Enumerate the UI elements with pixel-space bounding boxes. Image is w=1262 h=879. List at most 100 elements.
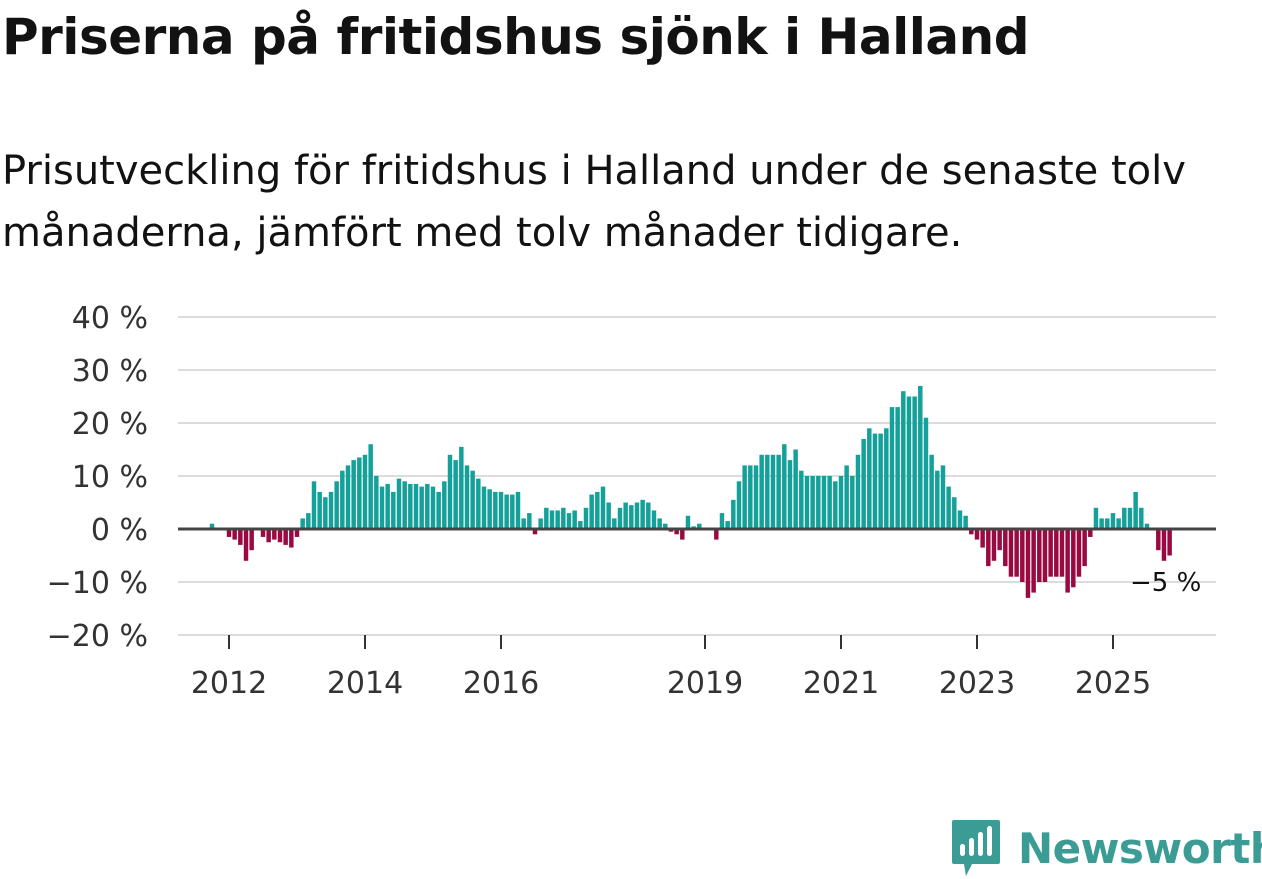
bar xyxy=(561,507,566,529)
bar xyxy=(1116,518,1121,529)
bar xyxy=(453,460,458,529)
bar xyxy=(906,396,912,529)
bar xyxy=(1037,529,1042,582)
bar xyxy=(714,529,719,540)
bar xyxy=(991,529,997,561)
bar xyxy=(1048,529,1053,577)
bar xyxy=(1082,529,1087,567)
bar xyxy=(974,529,980,540)
bar xyxy=(895,407,900,529)
bar xyxy=(402,481,407,529)
bar xyxy=(929,454,934,529)
bar xyxy=(589,494,594,529)
bar xyxy=(1003,529,1008,567)
bar xyxy=(209,523,215,529)
bar xyxy=(300,518,305,529)
bar xyxy=(884,428,889,529)
bar xyxy=(1156,529,1161,551)
bar xyxy=(804,476,810,529)
bar xyxy=(674,529,679,535)
bar xyxy=(782,444,787,529)
bar xyxy=(940,465,946,529)
bar xyxy=(464,465,470,529)
bar xyxy=(391,491,396,529)
bar xyxy=(549,510,555,529)
bar xyxy=(957,510,963,529)
bar xyxy=(510,494,515,529)
chart-subtitle: Prisutveckling för fritidshus i Halland … xyxy=(2,148,1186,256)
bar xyxy=(470,470,475,529)
bar xyxy=(283,529,288,545)
bar xyxy=(1042,529,1048,582)
bar xyxy=(317,491,322,529)
bar xyxy=(617,507,623,529)
bar xyxy=(651,510,657,529)
bar xyxy=(935,470,940,529)
bar xyxy=(663,523,668,529)
bar xyxy=(776,454,781,529)
bar xyxy=(385,483,390,529)
bar xyxy=(838,476,844,529)
last-value-annotation: −5 % xyxy=(1130,568,1201,598)
y-tick-label: 30 % xyxy=(72,354,148,389)
bar xyxy=(1127,507,1133,529)
bar xyxy=(833,481,838,529)
bar xyxy=(311,481,317,529)
bar xyxy=(765,454,770,529)
x-tick-label: 2014 xyxy=(327,666,403,701)
x-tick-label: 2019 xyxy=(667,666,743,701)
bar xyxy=(357,457,362,529)
bar xyxy=(566,513,572,529)
bar xyxy=(238,529,243,545)
bar xyxy=(629,505,634,529)
bar xyxy=(889,407,895,529)
bar xyxy=(226,529,232,537)
bar xyxy=(578,521,583,529)
bar xyxy=(544,507,549,529)
bar xyxy=(980,529,985,548)
bar xyxy=(527,513,532,529)
bar xyxy=(725,521,730,529)
bar xyxy=(646,502,651,529)
bar xyxy=(1139,507,1144,529)
bar xyxy=(1161,529,1167,561)
bar xyxy=(872,433,878,529)
bar xyxy=(1110,513,1116,529)
bar xyxy=(759,454,764,529)
bar xyxy=(504,494,509,529)
bar xyxy=(379,486,385,529)
gridlines xyxy=(178,316,1216,636)
bar xyxy=(515,491,521,529)
bar xyxy=(1071,529,1076,588)
bar xyxy=(572,510,577,529)
bar xyxy=(827,476,832,529)
bar xyxy=(249,529,254,551)
bar xyxy=(334,481,339,529)
bar xyxy=(1144,523,1150,529)
bar xyxy=(289,529,294,548)
newsworthy-logo: Newsworthy xyxy=(950,818,1262,878)
bar xyxy=(787,460,793,529)
bar xyxy=(719,513,725,529)
bar xyxy=(1167,529,1172,556)
bar xyxy=(481,486,487,529)
bar xyxy=(328,491,334,529)
bar xyxy=(1105,518,1110,529)
bar xyxy=(351,460,356,529)
bar xyxy=(867,428,872,529)
bar xyxy=(640,499,645,529)
bar xyxy=(623,502,628,529)
bar xyxy=(821,476,827,529)
bar xyxy=(1020,529,1025,582)
bar xyxy=(413,483,419,529)
bar xyxy=(810,476,815,529)
bar xyxy=(1059,529,1065,577)
bar xyxy=(425,483,430,529)
bar xyxy=(1054,529,1059,577)
x-tick-label: 2021 xyxy=(803,666,879,701)
bar xyxy=(243,529,249,561)
bar xyxy=(442,481,447,529)
bar xyxy=(770,454,776,529)
bar xyxy=(447,454,453,529)
